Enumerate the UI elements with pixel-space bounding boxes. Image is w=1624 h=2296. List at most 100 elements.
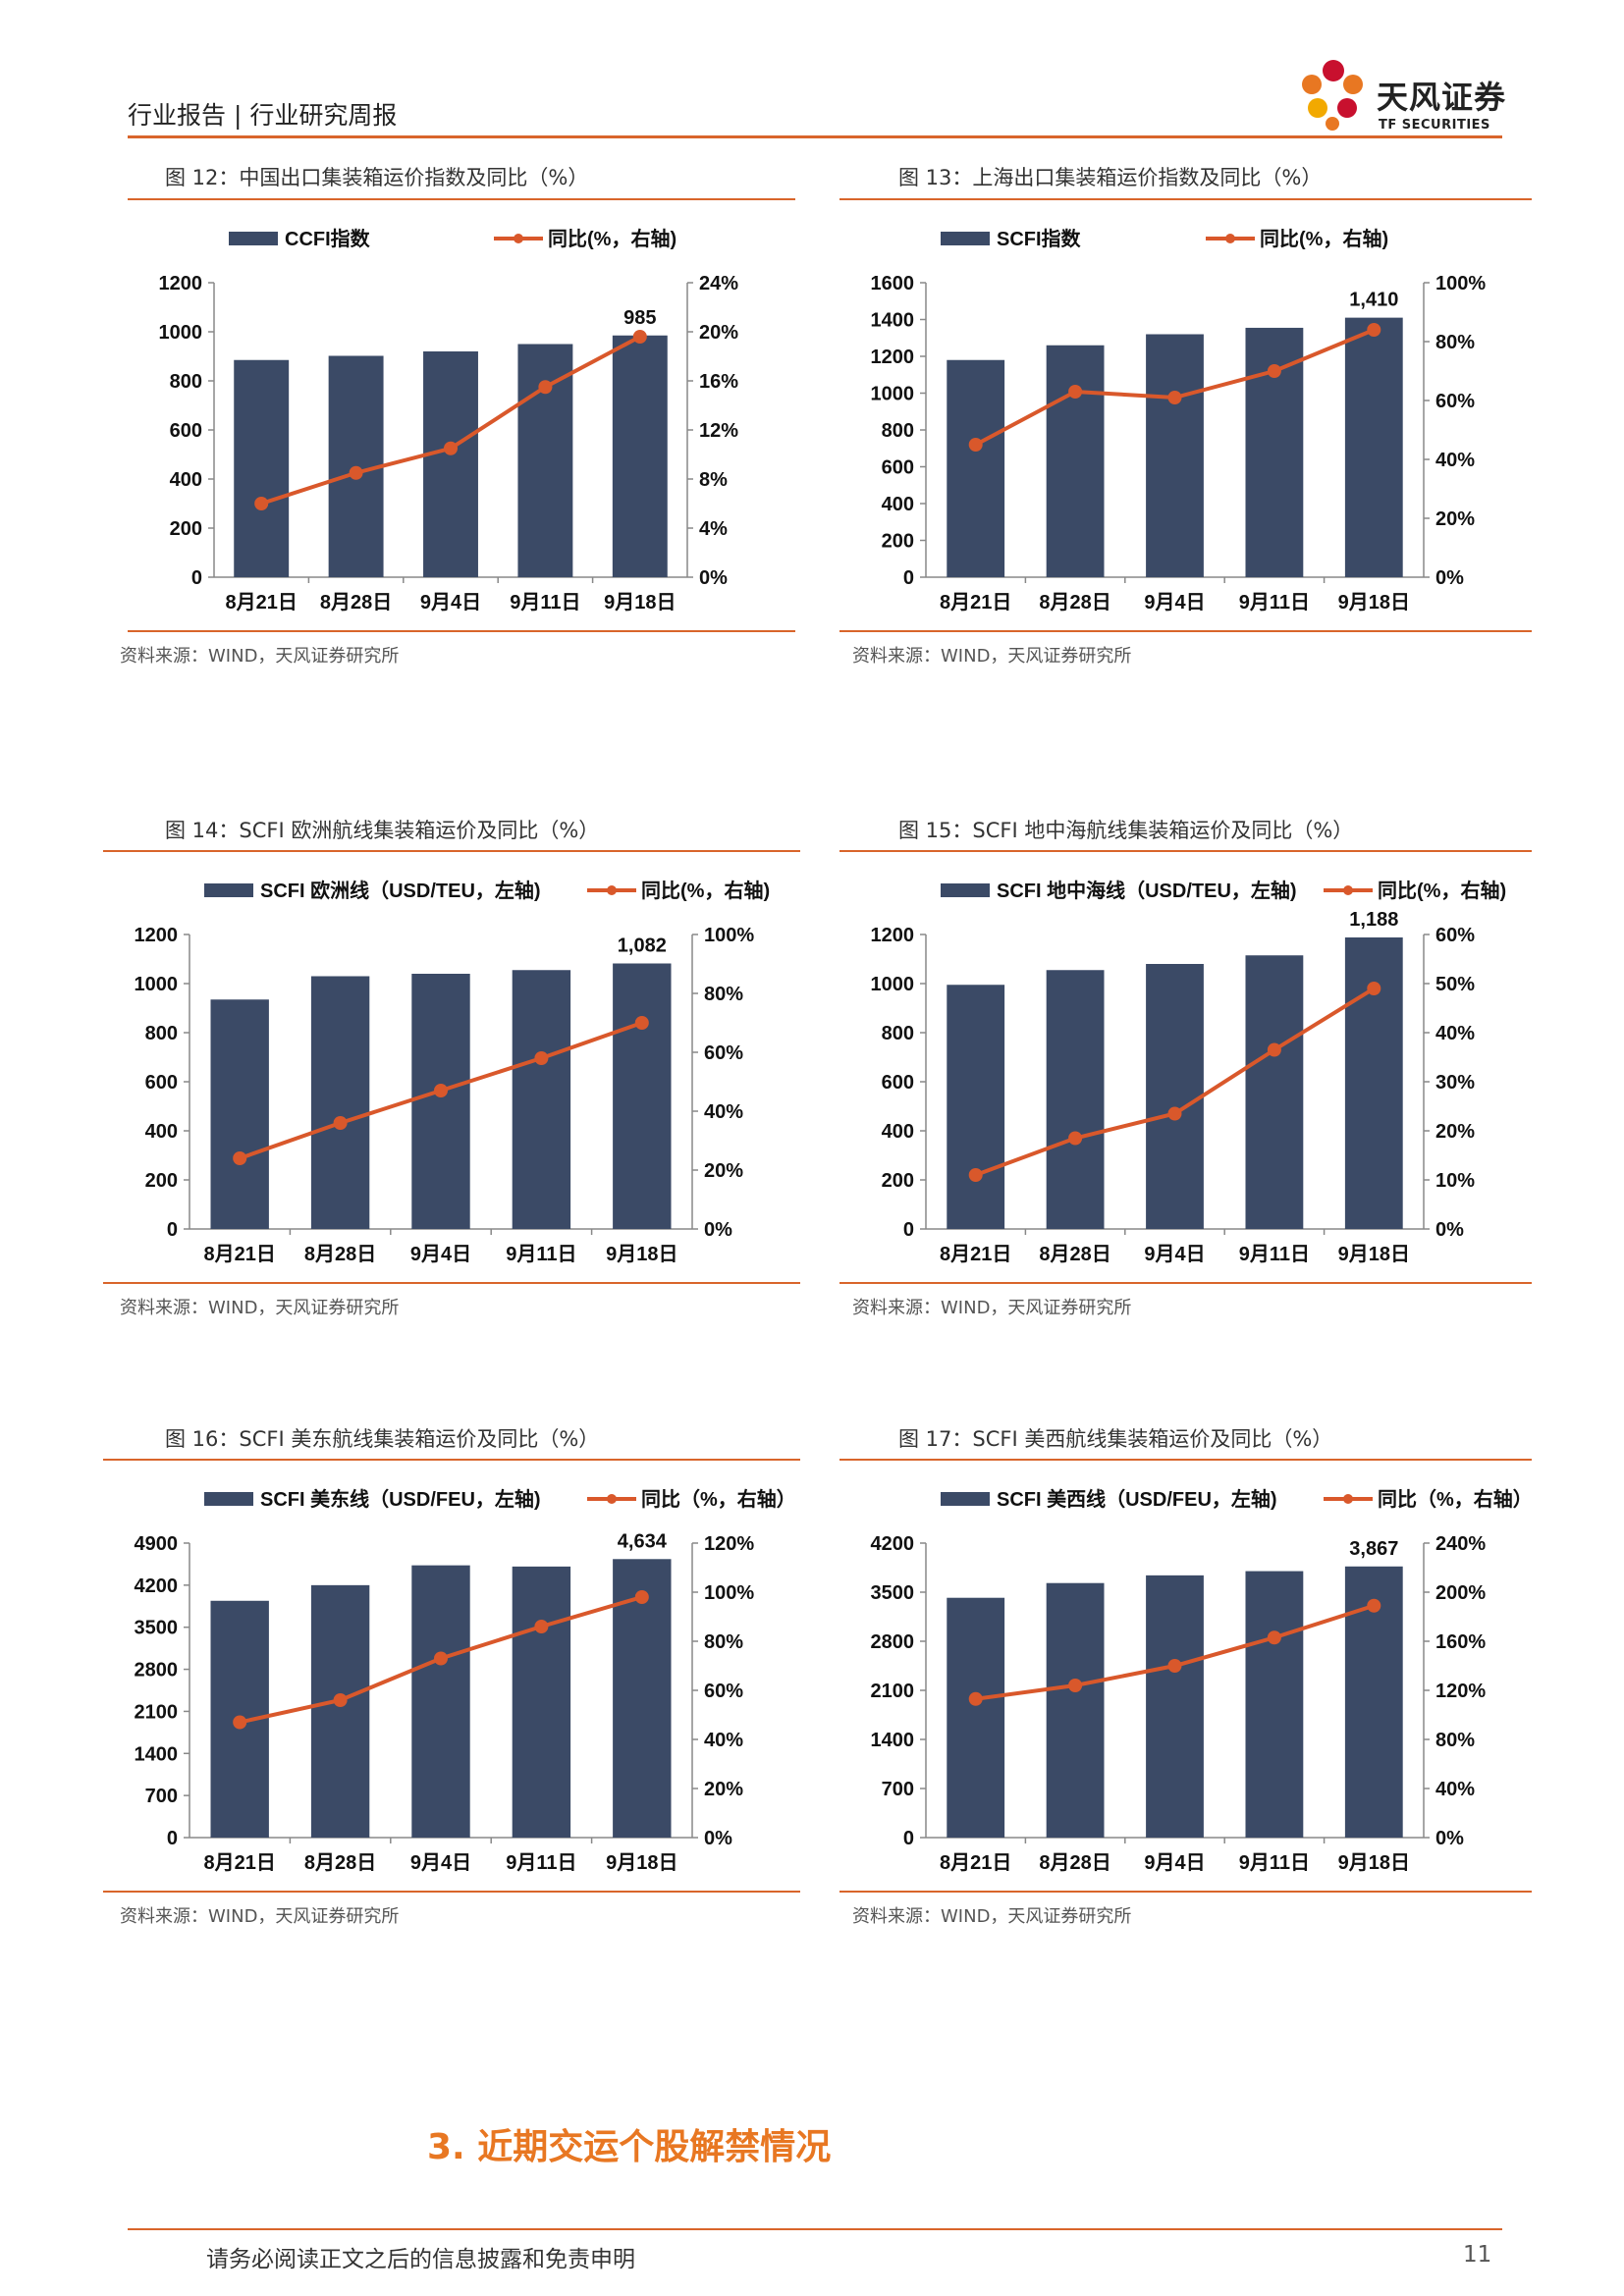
bar <box>411 974 470 1229</box>
bar <box>310 976 370 1229</box>
section-title: 3. 近期交运个股解禁情况 <box>427 2127 832 2167</box>
left-tick-label: 4900 <box>135 1533 179 1555</box>
figure-bottom-rule <box>839 1282 1532 1284</box>
legend-line-marker <box>1225 234 1235 243</box>
logo-subtitle: TF SECURITIES <box>1379 118 1490 133</box>
x-tick-label: 9月11日 <box>1239 1244 1310 1265</box>
left-tick-label: 600 <box>882 1072 914 1094</box>
left-tick-label: 1000 <box>871 974 915 995</box>
company-logo: 天风证券 TF SECURITIES <box>1288 51 1514 134</box>
line-point <box>434 1651 448 1666</box>
x-tick-label: 8月28日 <box>1039 1244 1110 1265</box>
left-tick-label: 1000 <box>871 384 915 405</box>
scfi-us-east-chart: SCFI 美东线（USD/FEU，左轴) 同比（%，右轴） 0 700 1400 2100… <box>135 1487 796 1874</box>
left-tick-label: 1000 <box>159 322 203 344</box>
x-tick-label: 8月28日 <box>304 1852 376 1874</box>
legend: SCFI 欧洲线（USD/TEU，左轴) 同比(%，右轴) <box>204 879 770 902</box>
x-tick-label: 8月21日 <box>940 1852 1011 1874</box>
report-header: 行业报告 | 行业研究周报 <box>128 101 398 130</box>
x-tick-label: 8月21日 <box>204 1244 276 1265</box>
bar <box>210 999 269 1229</box>
bar <box>613 1559 672 1838</box>
right-tick-label: 100% <box>1435 273 1486 294</box>
legend-bar-label: SCFI 美东线（USD/FEU，左轴) <box>260 1487 541 1511</box>
x-tick-label: 8月21日 <box>204 1852 276 1874</box>
right-tick-label: 20% <box>699 322 738 344</box>
right-tick-label: 80% <box>1435 332 1475 353</box>
x-tick-label: 9月11日 <box>506 1244 576 1265</box>
x-tick-label: 9月4日 <box>1144 1852 1205 1874</box>
bar <box>947 359 1005 577</box>
bar-data-label: 1,082 <box>618 935 667 957</box>
line-point <box>1068 1679 1083 1692</box>
left-tick-label: 0 <box>903 567 914 589</box>
x-tick-label: 9月4日 <box>420 592 481 614</box>
right-tick-label: 60% <box>704 1042 743 1064</box>
legend-bar-swatch <box>941 883 990 897</box>
legend-line-label: 同比（%，右轴） <box>641 1487 796 1511</box>
right-tick-label: 20% <box>704 1779 743 1800</box>
scfi-chart: SCFI指数 同比(%，右轴) 0 200 400 600 800 1000 1200 1400 1… <box>871 227 1487 614</box>
left-tick-label: 400 <box>882 494 914 515</box>
bar <box>1245 955 1304 1229</box>
figure-title: 图 12：中国出口集装箱运价指数及同比（%） <box>165 166 589 189</box>
figure-source: 资料来源：WIND，天风证券研究所 <box>120 1906 400 1927</box>
left-tick-label: 400 <box>145 1121 178 1143</box>
left-tick-label: 2800 <box>871 1631 915 1653</box>
right-tick-label: 8% <box>699 469 728 491</box>
right-tick-label: 0% <box>1435 567 1464 589</box>
figure-title: 图 15：SCFI 地中海航线集装箱运价及同比（%） <box>898 819 1354 842</box>
legend-bar-swatch <box>941 1492 990 1506</box>
line-point <box>968 1168 983 1182</box>
left-tick-label: 400 <box>170 469 202 491</box>
ccfi-chart: CCFI指数 同比(%，右轴) 0 200 400 600 800 1000 1200 0% 4% 8… <box>159 227 739 614</box>
left-tick-label: 0 <box>167 1219 178 1241</box>
line-point <box>634 1016 649 1030</box>
scfi-europe-chart: SCFI 欧洲线（USD/TEU，左轴) 同比(%，右轴) 0 200 400 600 80… <box>135 879 771 1265</box>
figure-top-rule <box>128 198 795 200</box>
right-tick-label: 0% <box>704 1828 732 1849</box>
line-point <box>1267 1042 1281 1057</box>
x-tick-label: 9月18日 <box>1338 1852 1410 1874</box>
right-tick-label: 100% <box>704 1582 754 1604</box>
x-tick-label: 9月18日 <box>606 1852 677 1874</box>
bar <box>1046 970 1105 1229</box>
right-tick-label: 160% <box>1435 1631 1486 1653</box>
line-point <box>444 441 458 455</box>
figure-source: 资料来源：WIND，天风证券研究所 <box>852 646 1132 667</box>
line-point <box>1167 1106 1182 1121</box>
x-tick-label: 9月11日 <box>506 1852 576 1874</box>
figure-title: 图 14：SCFI 欧洲航线集装箱运价及同比（%） <box>165 819 600 842</box>
right-tick-label: 24% <box>699 273 738 294</box>
footer-disclaimer: 请务必阅读正文之后的信息披露和免责申明 <box>206 2247 635 2272</box>
scfi-mediterranean-chart: SCFI 地中海线（USD/TEU，左轴) 同比(%，右轴) 0 200 400 600 8… <box>871 879 1507 1265</box>
legend: SCFI 美西线（USD/FEU，左轴) 同比（%，右轴） <box>941 1487 1533 1511</box>
x-tick-label: 9月18日 <box>1338 1244 1410 1265</box>
x-tick-label: 8月28日 <box>304 1244 376 1265</box>
scfi-us-west-chart: SCFI 美西线（USD/FEU，左轴) 同比（%，右轴） 0 700 1400 2100… <box>871 1487 1533 1874</box>
legend: SCFI 地中海线（USD/TEU，左轴) 同比(%，右轴) <box>941 879 1506 902</box>
line-point <box>349 465 363 480</box>
bar <box>517 344 573 577</box>
left-tick-label: 1400 <box>871 1730 915 1751</box>
x-tick-label: 9月11日 <box>1239 592 1310 614</box>
legend-bar-swatch <box>204 1492 253 1506</box>
bar-data-label: 1,188 <box>1349 909 1398 931</box>
legend-line-marker <box>1343 1494 1353 1504</box>
bar-data-label: 1,410 <box>1349 290 1398 311</box>
bar <box>612 335 668 577</box>
x-tick-label: 9月18日 <box>604 592 676 614</box>
line-point <box>1367 982 1381 995</box>
line-point <box>434 1084 448 1097</box>
x-tick-label: 9月4日 <box>1144 592 1205 614</box>
x-tick-label: 9月18日 <box>1338 592 1410 614</box>
right-tick-label: 120% <box>704 1533 754 1555</box>
left-tick-label: 0 <box>903 1219 914 1241</box>
right-tick-label: 60% <box>704 1681 743 1702</box>
legend-bar-label: SCFI 欧洲线（USD/TEU，左轴) <box>260 879 541 902</box>
line-point <box>968 1691 983 1706</box>
bar-data-label: 3,867 <box>1349 1538 1398 1560</box>
footer-rule <box>128 2228 1502 2230</box>
right-tick-label: 0% <box>704 1219 732 1241</box>
bar <box>411 1565 470 1838</box>
